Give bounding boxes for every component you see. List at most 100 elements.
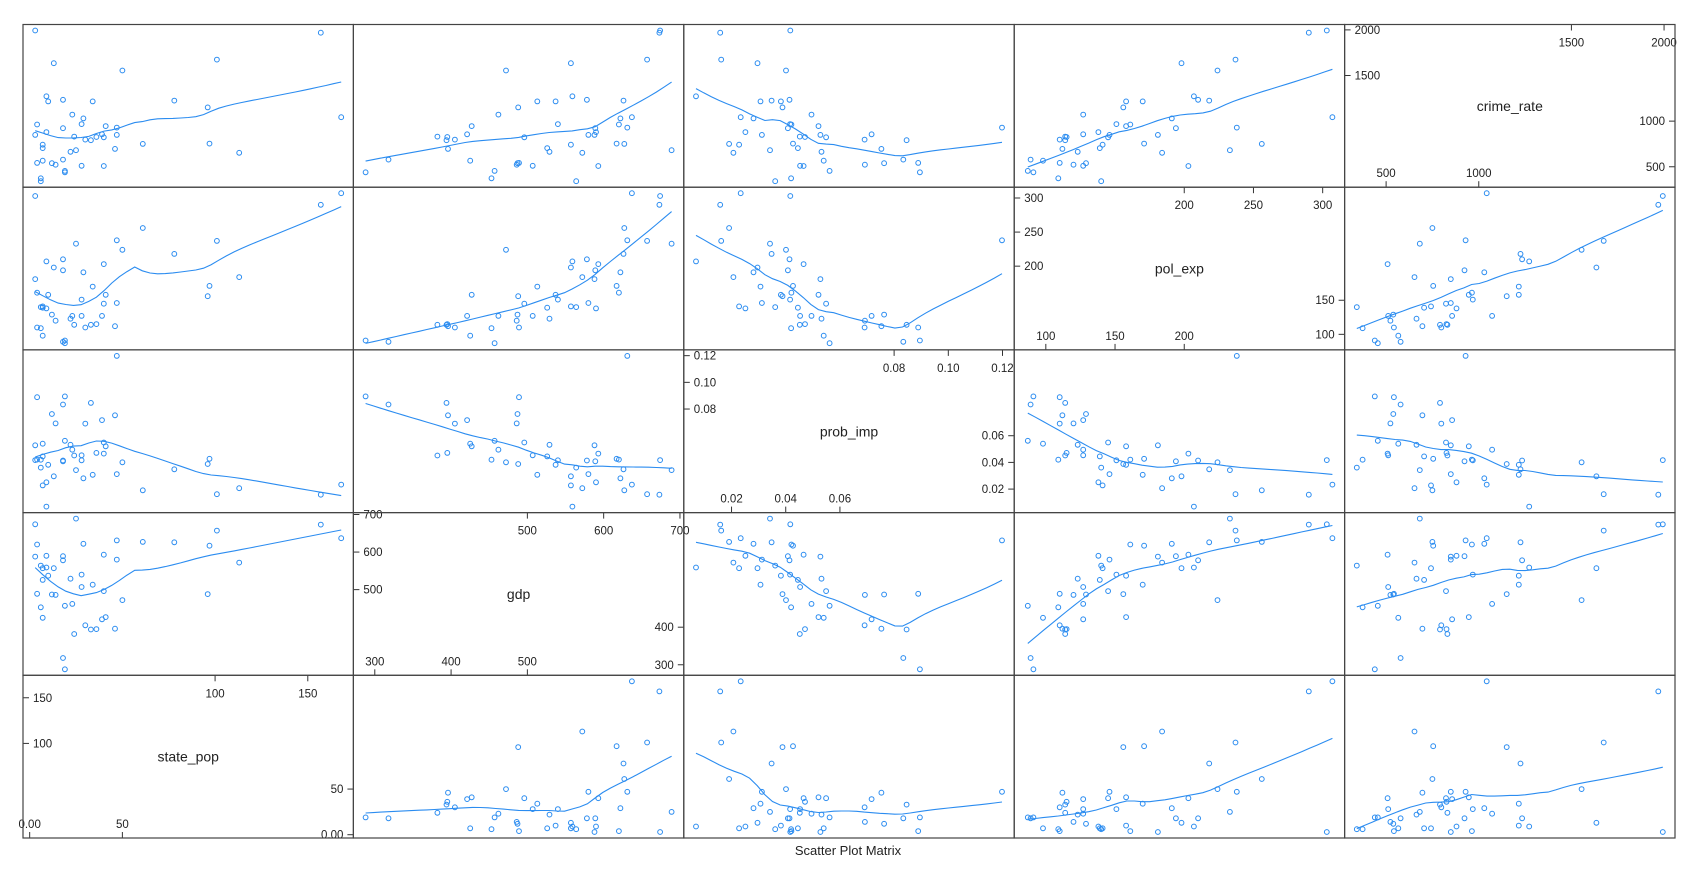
data-point: [1106, 556, 1113, 563]
data-point: [730, 728, 737, 735]
svg-text:0.08: 0.08: [694, 404, 716, 416]
data-point: [1227, 809, 1233, 815]
data-point: [546, 315, 553, 322]
data-point: [45, 98, 52, 105]
data-point: [1127, 828, 1134, 834]
data-point: [823, 300, 829, 307]
data-point: [1105, 588, 1111, 594]
data-point: [34, 324, 40, 331]
svg-text:250: 250: [1244, 200, 1263, 212]
data-point: [1374, 602, 1381, 609]
data-point: [1083, 160, 1089, 167]
data-point: [362, 814, 369, 821]
data-point: [797, 584, 803, 590]
data-point: [32, 521, 39, 528]
svg-text:50: 50: [116, 819, 129, 831]
data-point: [737, 190, 744, 197]
data-point: [788, 325, 794, 332]
data-point: [1430, 283, 1437, 289]
data-point: [1515, 822, 1522, 829]
data-point: [1227, 515, 1233, 522]
data-point: [39, 332, 46, 339]
svg-text:150: 150: [1315, 295, 1334, 307]
svg-text:0.00: 0.00: [18, 819, 40, 831]
data-point: [60, 256, 66, 263]
data-point: [514, 311, 521, 318]
data-point: [102, 291, 109, 298]
svg-text:600: 600: [594, 526, 613, 538]
data-point: [452, 324, 458, 331]
data-point: [1055, 604, 1062, 611]
data-point: [1080, 417, 1087, 424]
data-point: [1040, 614, 1046, 621]
data-point: [1178, 473, 1185, 480]
data-point: [555, 296, 561, 303]
data-point: [80, 115, 87, 122]
data-point: [1030, 814, 1037, 821]
data-point: [1056, 160, 1063, 166]
data-point: [1397, 655, 1404, 661]
data-point: [555, 121, 561, 127]
data-point: [443, 137, 450, 144]
data-point: [452, 136, 458, 143]
data-point: [1099, 482, 1106, 489]
data-point: [529, 452, 536, 459]
data-point: [862, 819, 868, 825]
data-point: [1374, 340, 1381, 347]
data-point: [89, 98, 96, 105]
data-point: [778, 822, 784, 829]
data-point: [139, 225, 146, 231]
data-point: [568, 264, 574, 271]
data-point: [1655, 688, 1662, 695]
data-point: [624, 237, 631, 244]
data-point: [1416, 240, 1423, 247]
data-point: [206, 455, 213, 462]
data-point: [113, 300, 120, 306]
data-point: [826, 602, 833, 609]
data-point: [737, 535, 744, 542]
data-point: [795, 304, 801, 311]
panel-frame: [22, 23, 354, 188]
svg-text:1500: 1500: [1355, 71, 1381, 83]
data-point: [1429, 487, 1436, 494]
data-point: [34, 289, 40, 296]
loess-smooth-line: [1027, 524, 1333, 644]
svg-text:250: 250: [1024, 227, 1043, 239]
svg-text:150: 150: [298, 688, 317, 700]
data-point: [1127, 456, 1134, 463]
data-point: [434, 809, 441, 816]
data-point: [693, 258, 699, 265]
svg-text:0.06: 0.06: [982, 431, 1004, 443]
data-point: [514, 411, 521, 417]
data-point: [1305, 688, 1312, 695]
data-point: [1444, 809, 1451, 816]
data-point: [236, 149, 243, 156]
data-point: [593, 479, 599, 486]
data-point: [529, 162, 536, 169]
data-point: [1526, 823, 1533, 830]
data-point: [1462, 537, 1469, 544]
data-point: [796, 631, 803, 637]
data-point: [45, 291, 52, 298]
data-point: [779, 104, 786, 111]
data-point: [1515, 291, 1522, 298]
data-point: [443, 400, 450, 406]
data-point: [1070, 420, 1077, 427]
data-point: [613, 140, 620, 147]
data-point: [585, 132, 592, 138]
data-point: [1214, 67, 1221, 74]
panel-frame: [1013, 349, 1346, 514]
data-point: [139, 487, 146, 494]
data-point: [1070, 819, 1077, 825]
data-point: [1027, 401, 1034, 408]
data-point: [1258, 776, 1265, 782]
svg-text:50: 50: [331, 784, 344, 796]
data-point: [616, 828, 622, 834]
data-point: [1462, 788, 1469, 795]
data-point: [1120, 591, 1127, 597]
data-point: [579, 274, 586, 281]
data-point: [569, 503, 576, 510]
data-point: [592, 815, 599, 822]
data-point: [1421, 453, 1427, 460]
panel-gdp-vs-gdp: gdp 300 400 500 500 600 700 500 600 700 300 400: [352, 509, 690, 676]
